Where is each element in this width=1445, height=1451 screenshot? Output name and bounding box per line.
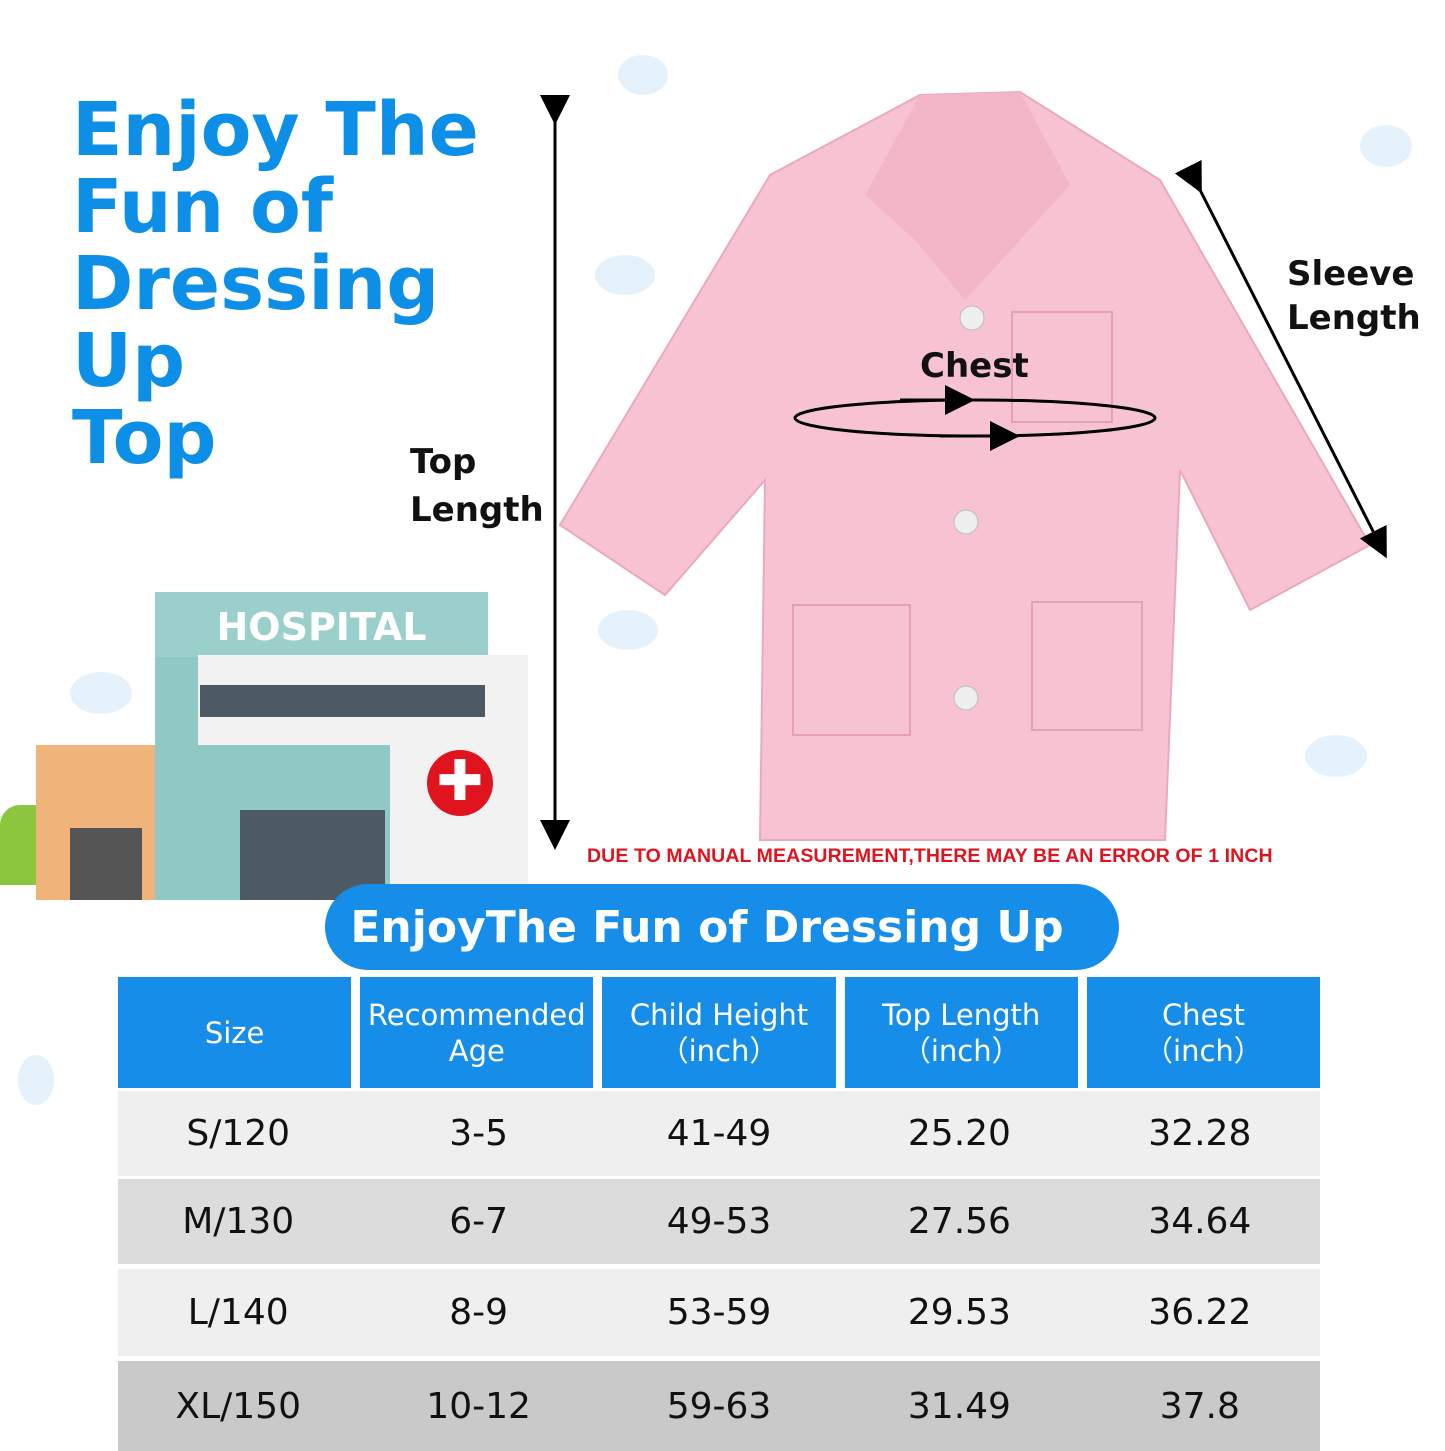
headline-line: Enjoy The <box>72 87 479 173</box>
header-size: Size <box>118 977 352 1088</box>
header-text: Size <box>204 1015 265 1050</box>
cell-age: 6-7 <box>449 1201 509 1242</box>
sleeve-length-arrow <box>1174 159 1387 559</box>
table-row: XL/150 10-12 59-63 31.49 37.8 <box>118 1361 1320 1451</box>
cell-size: L/140 <box>187 1292 289 1333</box>
header-text: Child Height <box>629 997 809 1032</box>
red-cross-icon: ✚ <box>427 750 493 816</box>
cell-chest: 36.22 <box>1148 1292 1252 1333</box>
banner-title: EnjoyThe Fun of Dressing Up <box>325 884 1119 970</box>
cell-size: S/120 <box>186 1113 291 1154</box>
cell-top-length: 25.20 <box>907 1113 1011 1154</box>
cell-chest: 37.8 <box>1159 1385 1240 1427</box>
headline-line: Up <box>72 318 186 404</box>
cell-top-length: 29.53 <box>907 1292 1011 1333</box>
header-chest: Chest （inch） <box>1086 977 1321 1088</box>
header-text: （inch） <box>659 1033 779 1068</box>
top-length-label: Top Length <box>410 438 544 534</box>
cell-chest: 34.64 <box>1148 1201 1252 1242</box>
cell-height: 53-59 <box>666 1292 772 1333</box>
header-age: Recommended Age <box>360 977 594 1088</box>
cell-height: 59-63 <box>666 1385 772 1427</box>
header-height: Child Height （inch） <box>602 977 836 1088</box>
table-header: Size Recommended Age Child Height （inch） T… <box>118 977 1321 1088</box>
table-row: L/140 8-9 53-59 29.53 36.22 <box>118 1269 1320 1356</box>
headline-line: Fun of <box>72 164 334 250</box>
label-line: Length <box>1287 298 1421 338</box>
cell-size: XL/150 <box>175 1385 301 1427</box>
hospital-illustration: HOSPITAL ✚ <box>0 580 530 910</box>
sleeve-length-label: Sleeve Length <box>1287 252 1421 340</box>
header-text: Chest <box>1161 997 1245 1032</box>
label-line: Sleeve <box>1287 254 1415 294</box>
cell-height: 41-49 <box>666 1113 772 1154</box>
header-text: Recommended <box>367 997 586 1032</box>
header-top-length: Top Length （inch） <box>844 977 1078 1088</box>
hospital-sign: HOSPITAL <box>155 592 488 657</box>
cell-chest: 32.28 <box>1148 1113 1252 1154</box>
label-line: Top <box>410 442 477 482</box>
header-text: （inch） <box>901 1033 1021 1068</box>
measurement-warning: DUE TO MANUAL MEASUREMENT,THERE MAY BE A… <box>587 845 1273 867</box>
cell-age: 10-12 <box>426 1385 531 1427</box>
cell-height: 49-53 <box>666 1201 772 1242</box>
cell-age: 3-5 <box>449 1113 509 1154</box>
cell-size: M/130 <box>182 1201 295 1242</box>
size-chart-table: Size Recommended Age Child Height （inch） T… <box>118 977 1321 1451</box>
chest-label: Chest <box>920 346 1029 386</box>
cell-age: 8-9 <box>449 1292 509 1333</box>
label-line: Length <box>410 490 544 530</box>
headline-line: Top <box>72 395 217 481</box>
header-text: Age <box>448 1033 505 1068</box>
cell-top-length: 31.49 <box>907 1385 1011 1427</box>
table-row: S/120 3-5 41-49 25.20 32.28 <box>118 1091 1320 1176</box>
cell-top-length: 27.56 <box>907 1201 1011 1242</box>
headline: Enjoy The Fun of Dressing Up Top <box>72 92 479 477</box>
header-text: （inch） <box>1144 1033 1263 1068</box>
table-row: M/130 6-7 49-53 27.56 34.64 <box>118 1179 1320 1264</box>
headline-line: Dressing <box>72 241 440 327</box>
coat-illustration <box>540 90 1387 850</box>
header-text: Top Length <box>882 997 1041 1032</box>
